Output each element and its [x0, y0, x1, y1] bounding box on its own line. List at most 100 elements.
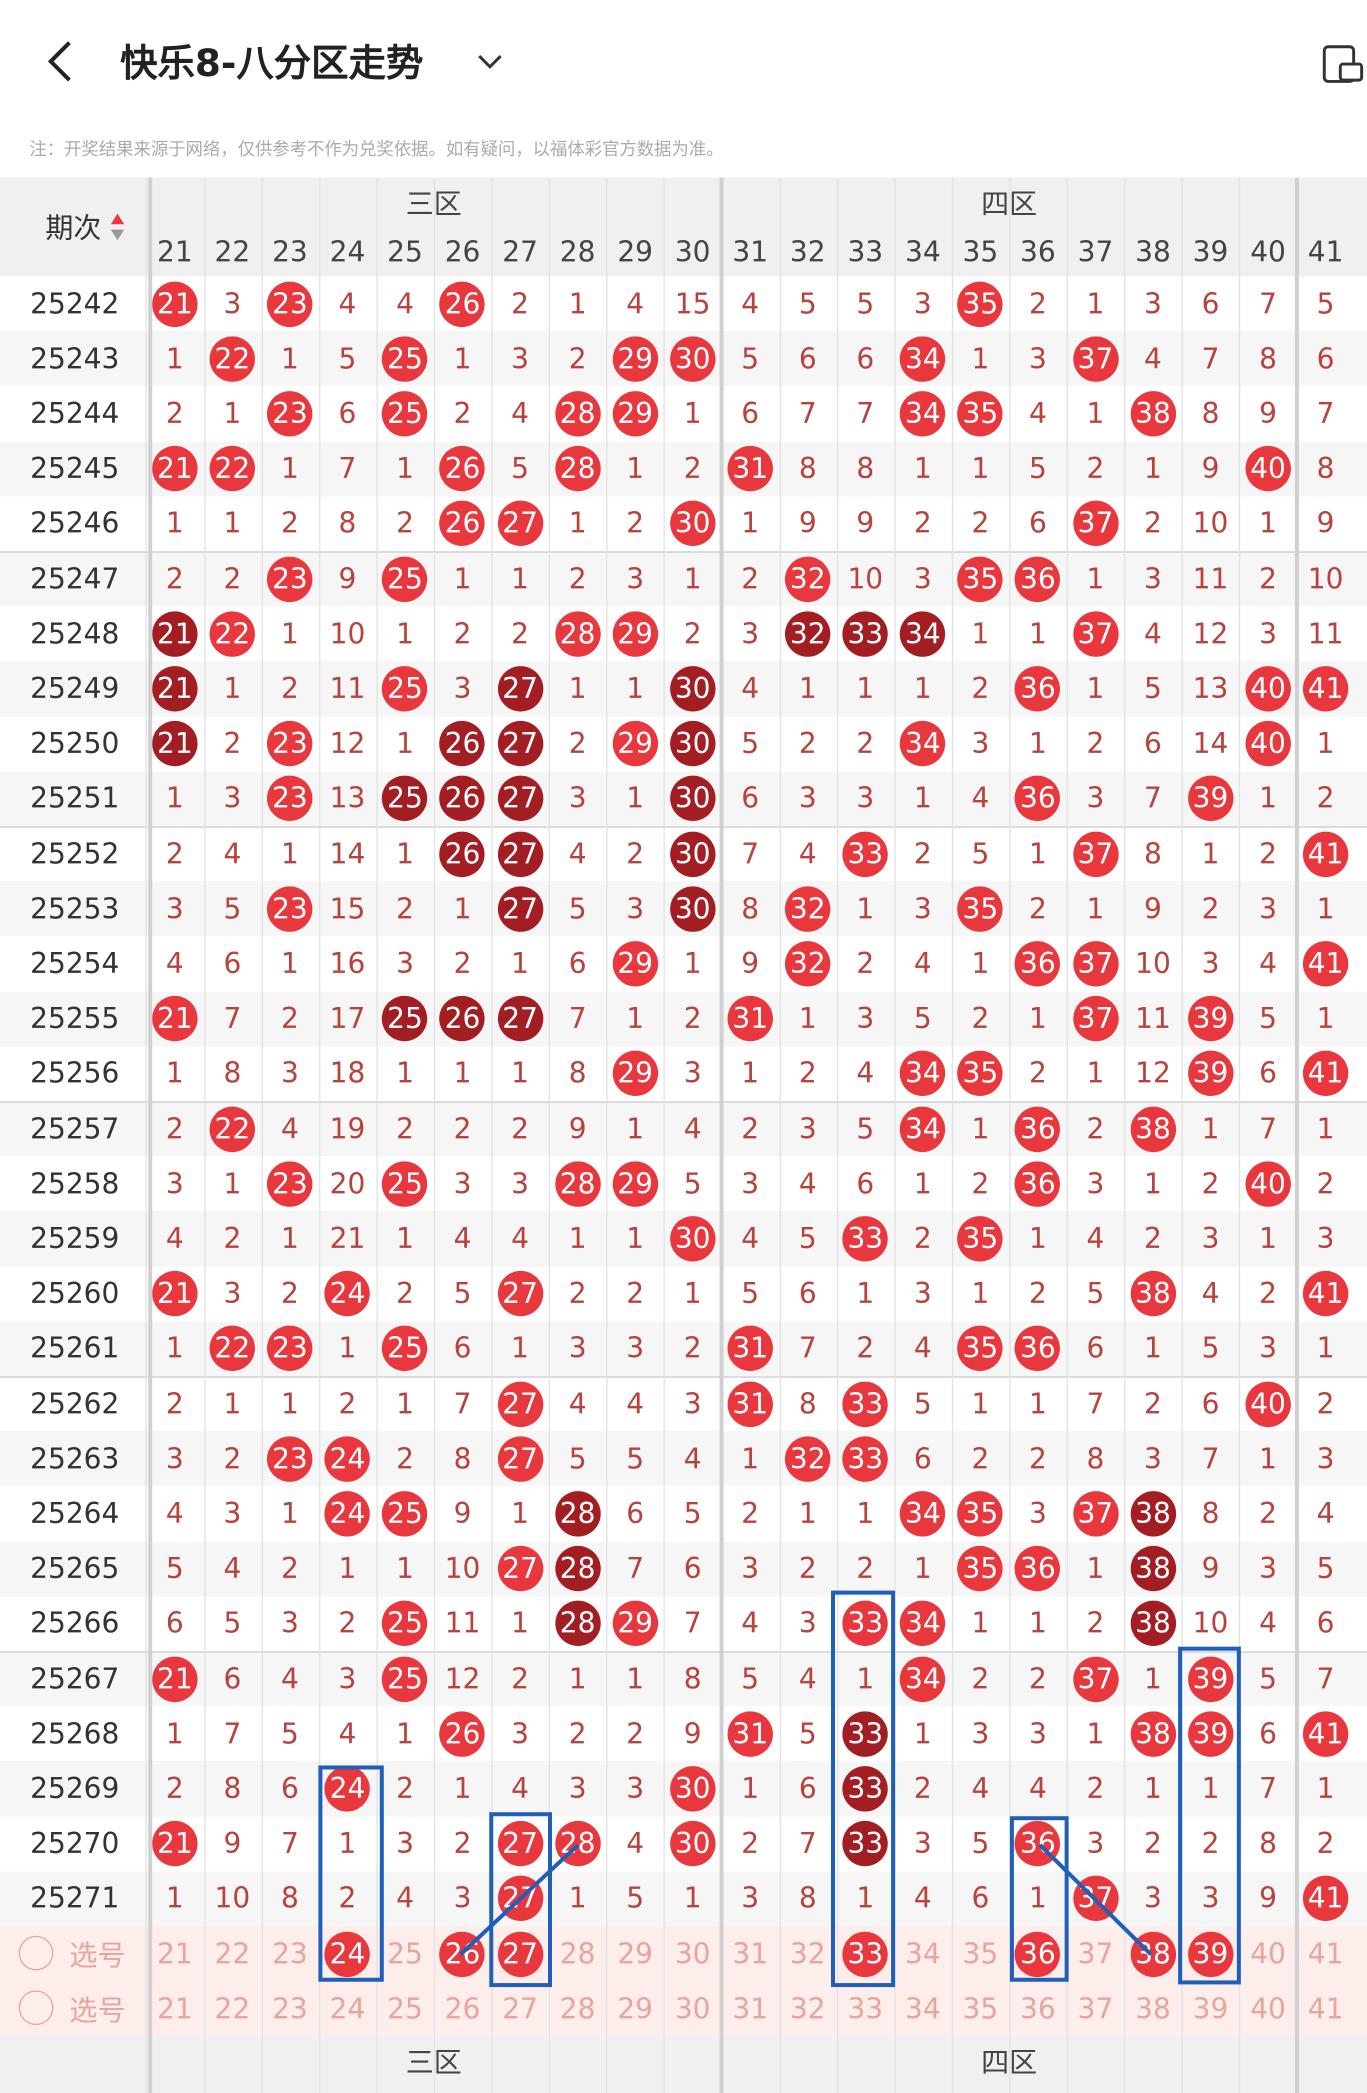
- hit-ball: 29: [612, 336, 658, 382]
- cell: 2: [913, 1772, 932, 1805]
- select-cell[interactable]: 40: [1250, 1937, 1286, 1970]
- select-cell[interactable]: 22: [214, 1992, 251, 2025]
- cell: 9: [453, 1497, 472, 1530]
- back-button[interactable]: [40, 37, 80, 85]
- zone-divider: [1295, 177, 1300, 2093]
- cell: 23: [261, 716, 319, 771]
- select-cell[interactable]: 22: [214, 1937, 251, 1970]
- cell: 1: [971, 617, 990, 650]
- cell: 1: [1144, 1772, 1162, 1805]
- select-cell[interactable]: 34: [904, 1937, 941, 1970]
- zone-divider: [148, 177, 153, 2093]
- cell: 3: [1259, 1552, 1277, 1585]
- select-cell[interactable]: 35: [962, 1937, 999, 1970]
- column-line: [261, 177, 263, 2093]
- cell: 34: [894, 1101, 952, 1156]
- column-line: [376, 177, 378, 2093]
- column-line: [203, 177, 205, 2093]
- cell: 2: [971, 1167, 990, 1200]
- select-radio[interactable]: [18, 1935, 54, 1971]
- select-cell[interactable]: 32: [789, 1937, 826, 1970]
- select-cell[interactable]: 41: [1307, 1992, 1344, 2025]
- select-cell[interactable]: 33: [837, 1926, 895, 1981]
- cell: 1: [856, 1497, 875, 1530]
- cell: 30: [664, 881, 722, 936]
- screen-icon[interactable]: [1319, 40, 1367, 88]
- cell: 11: [1135, 1002, 1171, 1035]
- select-cell[interactable]: 26: [444, 1992, 481, 2025]
- select-cell[interactable]: 25: [387, 1937, 423, 1970]
- cell: 2: [281, 1552, 299, 1585]
- select-cell[interactable]: 37: [1077, 1992, 1114, 2025]
- select-cell[interactable]: 25: [387, 1992, 423, 2025]
- select-cell[interactable]: 23: [272, 1992, 308, 2025]
- cell: 5: [856, 1112, 875, 1145]
- select-cell[interactable]: 40: [1250, 1992, 1286, 2025]
- cell: 4: [165, 947, 184, 980]
- cell: 33: [837, 1816, 895, 1871]
- select-cell[interactable]: 39: [1182, 1926, 1240, 1981]
- select-cell[interactable]: 36: [1020, 1992, 1056, 2025]
- select-cell[interactable]: 29: [617, 1937, 654, 1970]
- cell: 30: [664, 1761, 722, 1816]
- select-cell[interactable]: 34: [904, 1992, 941, 2025]
- cell: 3: [1144, 1882, 1162, 1915]
- cell: 5: [165, 1552, 184, 1585]
- cell: 27: [491, 1431, 549, 1486]
- cell: 41: [1297, 1046, 1355, 1101]
- select-cell[interactable]: 30: [674, 1992, 711, 2025]
- select-cell[interactable]: 27: [491, 1926, 549, 1981]
- hit-ball-repeat: 33: [842, 611, 888, 657]
- cell: 2: [741, 1827, 760, 1860]
- hit-ball: 35: [957, 1216, 1004, 1262]
- cell: 22: [204, 1321, 262, 1376]
- select-cell[interactable]: 37: [1077, 1937, 1114, 1970]
- cell: 6: [453, 1332, 472, 1365]
- sort-toggle[interactable]: [109, 212, 125, 241]
- cell: 2: [741, 562, 760, 595]
- select-cell[interactable]: 36: [1009, 1926, 1067, 1981]
- select-radio[interactable]: [18, 1990, 54, 2026]
- select-cell[interactable]: 38: [1124, 1926, 1182, 1981]
- cell: 41: [1297, 936, 1355, 991]
- hit-ball: 27: [497, 1271, 543, 1317]
- select-cell[interactable]: 38: [1135, 1992, 1171, 2025]
- cell: 30: [664, 661, 722, 716]
- select-cell[interactable]: 21: [157, 1937, 193, 1970]
- select-cell[interactable]: 29: [617, 1992, 654, 2025]
- cell: 22: [204, 1101, 262, 1156]
- cell: 6: [281, 1772, 299, 1805]
- cell: 1: [165, 507, 184, 540]
- cell: 1: [1201, 837, 1220, 870]
- select-cell[interactable]: 27: [502, 1992, 538, 2025]
- select-cell[interactable]: 24: [329, 1992, 366, 2025]
- hit-ball: 39: [1187, 1051, 1234, 1097]
- cell: 36: [1009, 1156, 1067, 1211]
- select-cell[interactable]: 23: [272, 1937, 308, 1970]
- dropdown-toggle[interactable]: [475, 51, 504, 72]
- hit-ball: 26: [439, 1711, 486, 1757]
- cell: 2: [1201, 892, 1220, 925]
- select-cell[interactable]: 39: [1192, 1992, 1229, 2025]
- select-cell[interactable]: 28: [559, 1992, 596, 2025]
- column-line: [1181, 177, 1184, 2093]
- select-cell[interactable]: 28: [559, 1937, 596, 1970]
- cell: 8: [798, 452, 817, 485]
- period: 25268: [30, 1717, 120, 1750]
- hit-ball: 22: [209, 1326, 256, 1372]
- cell: 2: [856, 727, 875, 760]
- select-cell[interactable]: 31: [732, 1992, 769, 2025]
- select-cell[interactable]: 35: [962, 1992, 999, 2025]
- period: 25248: [30, 617, 120, 650]
- period: 25246: [30, 507, 120, 540]
- select-cell[interactable]: 31: [732, 1937, 769, 1970]
- cell: 4: [1144, 617, 1162, 650]
- select-cell[interactable]: 30: [674, 1937, 711, 1970]
- select-cell[interactable]: 21: [157, 1992, 193, 2025]
- select-cell[interactable]: 24: [319, 1926, 377, 1981]
- select-cell[interactable]: 32: [789, 1992, 826, 2025]
- column-header: 26: [444, 235, 481, 268]
- select-cell[interactable]: 41: [1307, 1937, 1344, 1970]
- hit-ball: 34: [900, 1491, 946, 1537]
- select-cell[interactable]: 33: [847, 1992, 884, 2025]
